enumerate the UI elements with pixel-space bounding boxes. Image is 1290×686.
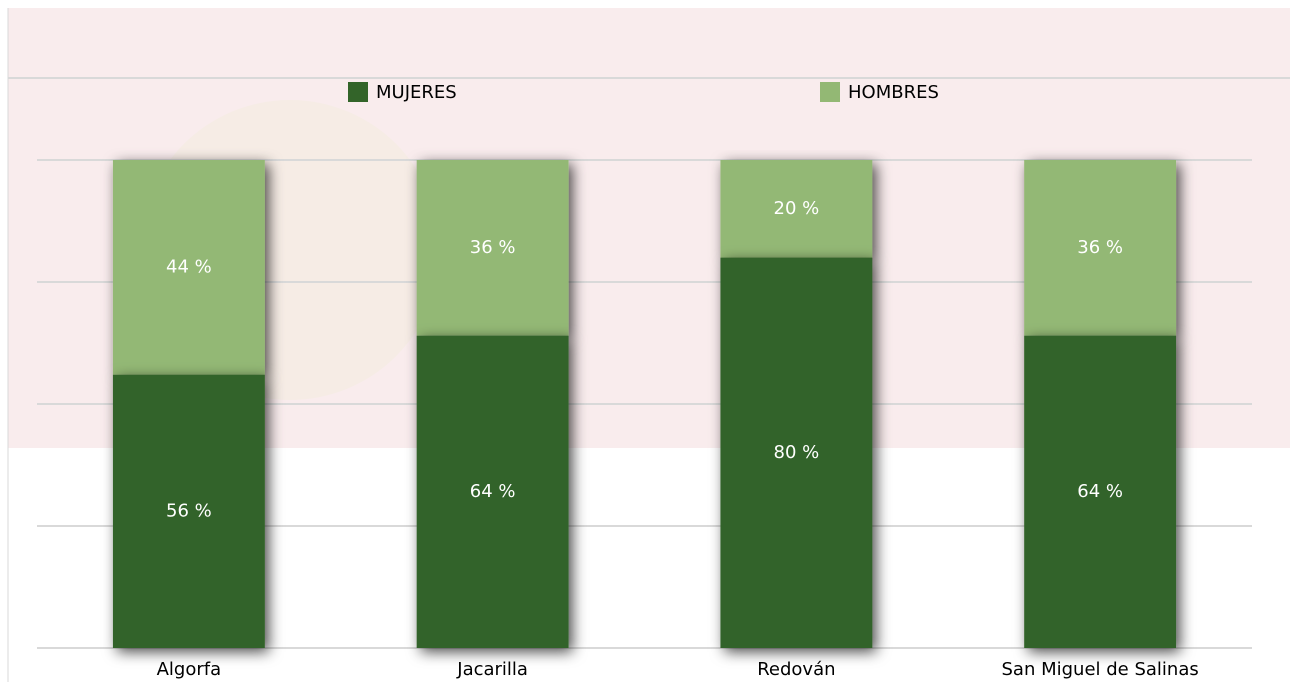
data-label: 44 % (166, 256, 212, 277)
data-label: 36 % (470, 237, 516, 258)
data-label: 80 % (774, 442, 820, 463)
bar-segment (416, 335, 569, 648)
bar-segment (1024, 160, 1177, 336)
data-label: 20 % (774, 198, 820, 219)
data-label: 56 % (166, 500, 212, 521)
data-label: 36 % (1077, 237, 1123, 258)
legend-swatch (348, 82, 368, 102)
bar-segment (1024, 335, 1177, 648)
bar-segment (112, 160, 265, 375)
legend-label: HOMBRES (848, 82, 939, 103)
bar-segment (720, 257, 873, 648)
data-label: 64 % (470, 481, 516, 502)
legend-swatch (820, 82, 840, 102)
x-tick-label: Jacarilla (456, 659, 528, 680)
bar-segment (416, 160, 569, 336)
x-tick-label: San Miguel de Salinas (1002, 659, 1199, 680)
x-tick-label: Redován (757, 659, 835, 680)
x-tick-label: Algorfa (157, 659, 222, 680)
data-label: 64 % (1077, 481, 1123, 502)
bar-segment (720, 160, 873, 258)
bar-segment (112, 374, 265, 648)
legend-label: MUJERES (376, 82, 457, 103)
